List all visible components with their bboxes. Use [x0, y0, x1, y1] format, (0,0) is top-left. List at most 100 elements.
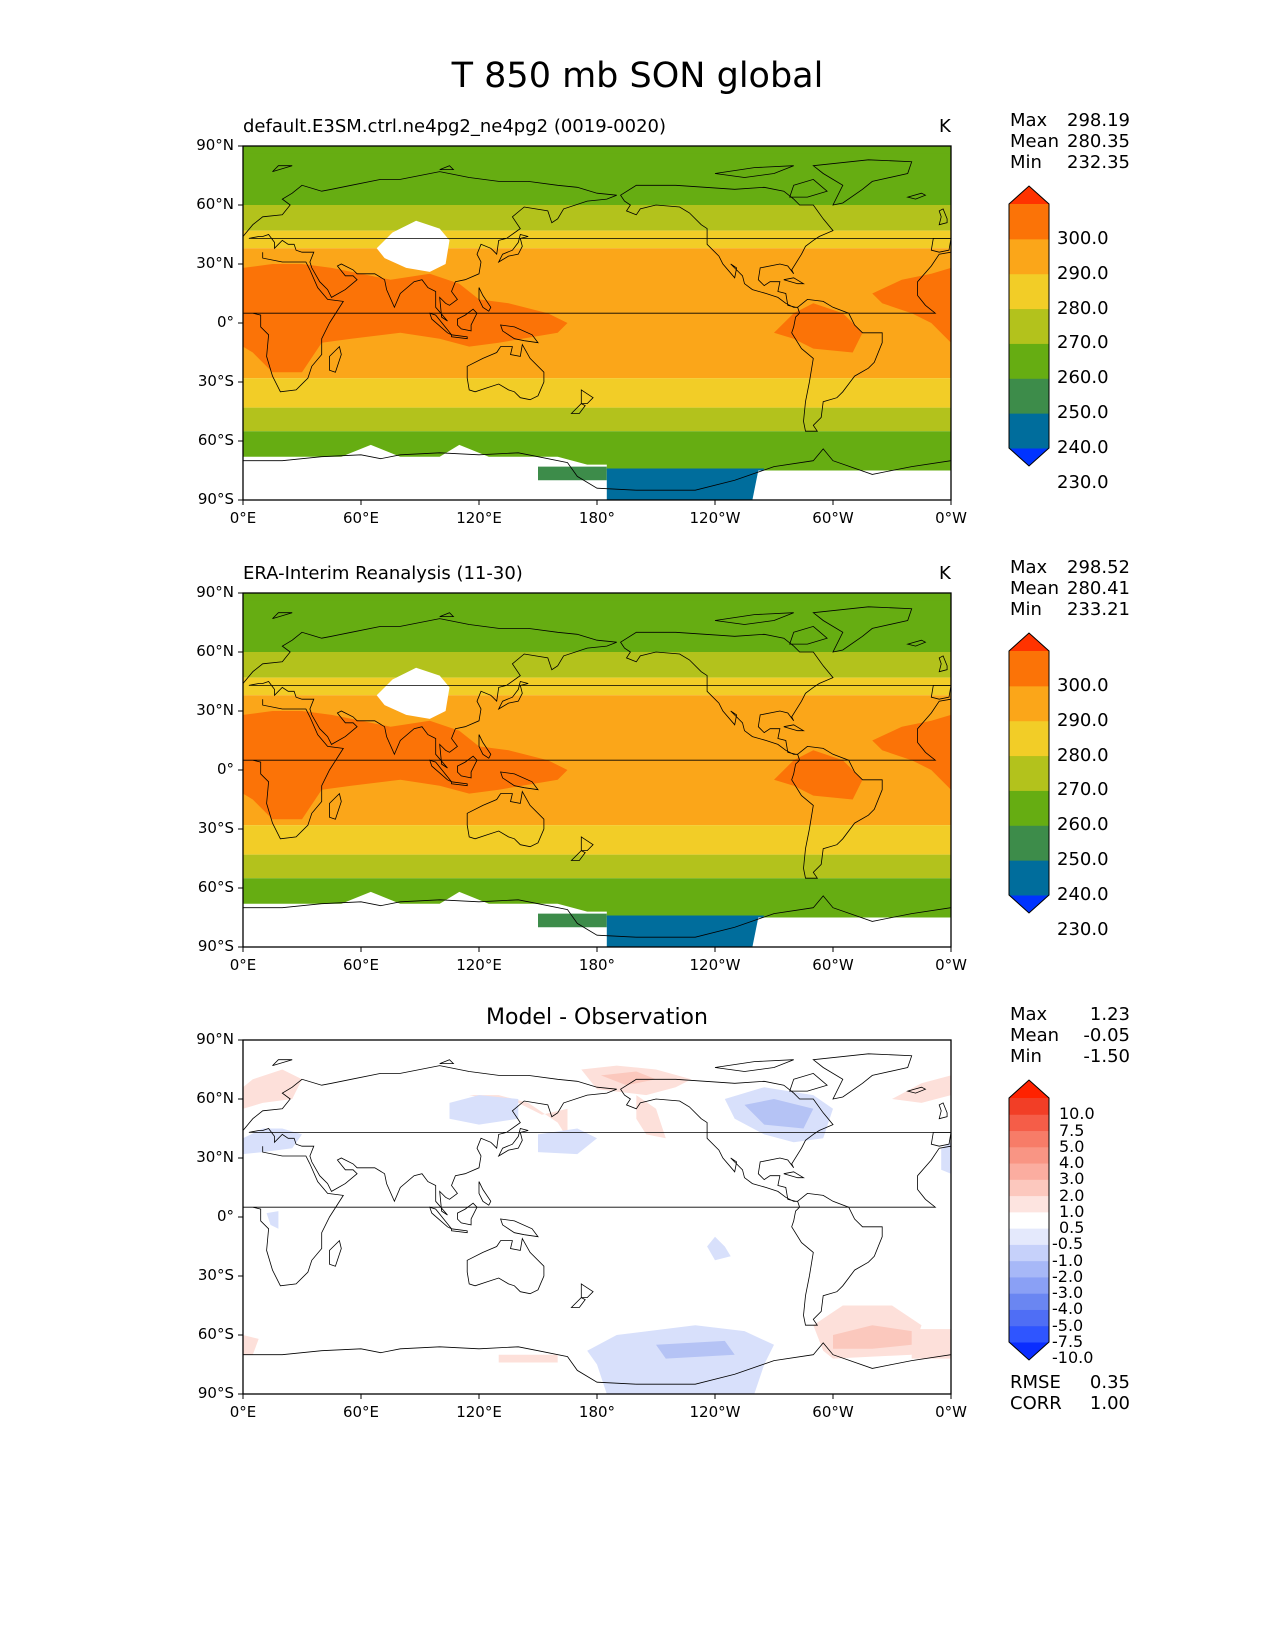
diff-coast-arctic_isl2: [272, 1059, 293, 1066]
diff-colorbar-label: -2.0: [1052, 1266, 1084, 1286]
obs-lon-tick: 0°E: [229, 956, 257, 974]
diff-colorbar-label: 3.0: [1059, 1169, 1085, 1189]
obs-lon-tick: 60°E: [342, 956, 380, 974]
obs-lon-tick: 120°E: [456, 956, 502, 974]
diff-colorbar-label: -4.0: [1052, 1299, 1084, 1319]
model-coast-indonesia1: [429, 312, 452, 336]
diff-blue-npac: [538, 1128, 597, 1155]
diff-blue-siberia: [449, 1095, 519, 1125]
obs-coast-australia: [466, 790, 545, 848]
obs-colorbar-label: 270.0: [1057, 779, 1109, 801]
diff-colorbar-label: -0.5: [1052, 1234, 1084, 1254]
model-stat-min-value: 232.35: [1067, 152, 1130, 173]
obs-coast-arctic_isl1: [439, 612, 455, 617]
diff-colorbar-label: -7.5: [1052, 1332, 1084, 1351]
model-colorbar: [1008, 185, 1050, 467]
model-stat-mean-value: 280.35: [1067, 131, 1130, 152]
model-warm-atlantic: [872, 267, 951, 343]
diff-colorbar-label: 2.0: [1059, 1185, 1085, 1205]
obs-coast-baffin: [789, 625, 828, 645]
model-stat-max-label: Max: [1010, 110, 1048, 131]
model-cold-ross: [538, 466, 607, 481]
model-coast-nz2: [570, 403, 586, 414]
diff-lon-tick: 60°E: [342, 1403, 380, 1421]
diff-colorbar-bin: [1009, 1098, 1049, 1115]
obs-coast-iceland: [906, 639, 927, 647]
model-lon-tick: 120°W: [689, 509, 741, 527]
diff-coast-baffin: [789, 1072, 828, 1092]
diff-red-bering-dark: [600, 1071, 656, 1086]
obs-colorbar-over: [1009, 633, 1049, 651]
diff-colorbar-bin: [1009, 1309, 1049, 1327]
model-lat-tick: 90°N: [196, 136, 234, 154]
model-coast-madagascar: [329, 345, 342, 373]
obs-map-fields: [243, 593, 951, 947]
model-coast-cuba: [783, 277, 805, 285]
obs-band-0: [243, 593, 951, 652]
obs-map: [238, 592, 952, 952]
diff-coast-indonesia1: [429, 1206, 452, 1230]
model-coast-japan: [497, 234, 529, 264]
diff-colorbar-label: 7.5: [1059, 1120, 1085, 1140]
model-colorbar-bin: [1009, 378, 1049, 414]
diff-coast-nz2: [570, 1297, 586, 1308]
diff-stat-max-value: 1.23: [1089, 1004, 1130, 1025]
model-coast-iceland: [906, 192, 927, 200]
diff-coast-africa: [243, 1145, 951, 1287]
obs-colorbar: [1008, 632, 1050, 914]
model-coast-antarctica: [243, 448, 951, 491]
diff-lat-tick: 30°S: [197, 1266, 234, 1284]
diff-metric-corr-label: CORR: [1010, 1393, 1062, 1414]
model-lat-tick: 30°N: [196, 254, 234, 272]
obs-stat-max-value: 298.52: [1067, 557, 1130, 578]
diff-blue-spac: [707, 1236, 731, 1261]
diff-coast-iceland: [906, 1086, 927, 1094]
diff-map: [238, 1039, 952, 1399]
diff-colorbar-label: -10.0: [1052, 1348, 1094, 1368]
obs-colorbar-under: [1009, 895, 1049, 913]
diff-colorbar-bin: [1009, 1211, 1049, 1229]
diff-colorbar-label: -3.0: [1052, 1283, 1084, 1303]
diff-colorbar-bin: [1009, 1260, 1049, 1278]
diff-colorbar-bin: [1009, 1114, 1049, 1132]
diff-coast-iberia: [930, 1132, 951, 1147]
model-lon-tick: 120°E: [456, 509, 502, 527]
diff-colorbar-under: [1009, 1342, 1049, 1360]
obs-coast-africa: [243, 698, 951, 840]
obs-colorbar-bin: [1009, 790, 1049, 826]
diff-colorbar-over: [1009, 1080, 1049, 1098]
model-coast-arctic_isl1: [439, 165, 455, 170]
model-polar-n: [243, 146, 951, 154]
diff-red-northatl: [892, 1075, 951, 1103]
model-colorbar-bin: [1009, 204, 1049, 240]
diff-lon-tick: 120°E: [456, 1403, 502, 1421]
model-mask-tibet: [376, 220, 450, 272]
diff-title: Model - Observation: [486, 1005, 708, 1030]
obs-coast-nz: [580, 836, 594, 851]
obs-coast-iberia: [930, 685, 951, 700]
model-colorbar-label: 240.0: [1057, 437, 1109, 458]
obs-units: K: [939, 563, 951, 584]
model-colorbar-bin: [1009, 343, 1049, 379]
diff-coast-antarctica: [243, 1342, 951, 1385]
obs-coast-arctic_isl3: [714, 612, 794, 625]
obs-warm-samerica: [774, 750, 863, 800]
diff-blue-africa: [266, 1211, 279, 1229]
diff-colorbar-bin: [1009, 1228, 1049, 1245]
diff-metric-corr-value: 1.00: [1089, 1393, 1130, 1414]
model-stat-mean-label: Mean: [1010, 131, 1060, 152]
obs-colorbar-label: 240.0: [1057, 884, 1109, 905]
obs-lon-tick: 0°W: [935, 956, 967, 974]
model-lon-tick: 0°E: [229, 509, 257, 527]
obs-warm-atlantic: [872, 714, 951, 790]
model-coast-arctic_isl3: [714, 165, 794, 178]
diff-colorbar: [1008, 1079, 1050, 1361]
diff-lon-tick: 0°E: [229, 1403, 257, 1421]
diff-coast-britain: [938, 1102, 948, 1120]
obs-colorbar-bin: [1009, 755, 1049, 791]
obs-stat-max-label: Max: [1010, 557, 1048, 578]
obs-coast-eurasia: [243, 618, 951, 769]
diff-red-drake-dark: [833, 1325, 912, 1349]
model-lat-tick: 90°S: [197, 490, 234, 508]
diff-colorbar-frame: [1008, 1079, 1050, 1361]
